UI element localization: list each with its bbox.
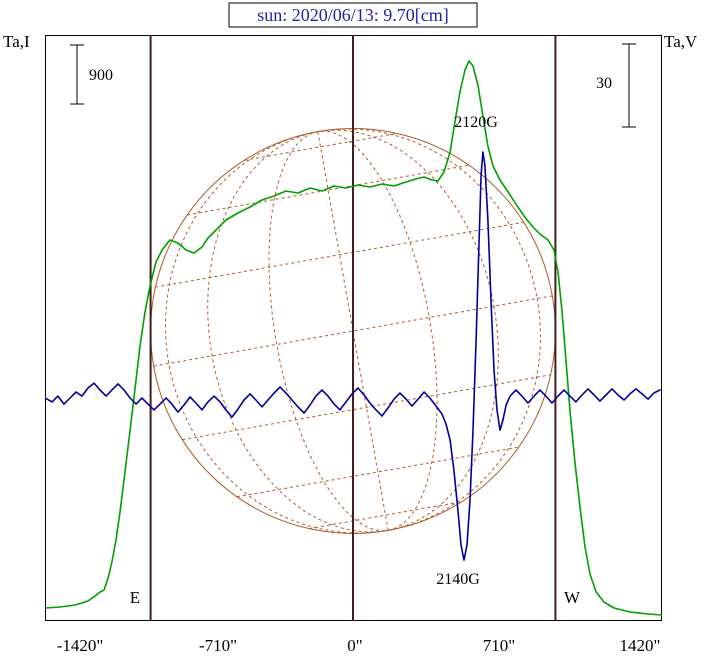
right-axis-title: Ta,V [664, 32, 698, 51]
polarization-scale-label: 30 [596, 75, 612, 92]
left-axis-title: Ta,I [3, 32, 30, 51]
x-tick-1420: 1420" [620, 636, 661, 655]
x-tick-710: 710" [483, 636, 515, 655]
polarization-scale-bar [622, 43, 636, 128]
sun-disk-grid [150, 128, 556, 534]
curves-layer [45, 60, 662, 616]
sun-grid-layer [150, 128, 556, 534]
west-limb-label: W [564, 588, 581, 607]
curve-polarization [45, 151, 661, 561]
annotation-2120G: 2120G [454, 114, 498, 131]
intensity-scale-bar [70, 44, 84, 105]
east-limb-label: E [130, 588, 140, 607]
curve-intensity [45, 60, 662, 616]
x-tick-neg1420: -1420" [57, 636, 104, 655]
chart-title: sun: 2020/06/13: 9.70[cm] [257, 5, 449, 25]
intensity-scale-label: 900 [89, 67, 113, 84]
title-box [228, 2, 478, 28]
x-tick-0: 0" [347, 636, 362, 655]
reference-lines-layer [149, 35, 557, 621]
x-tick-neg710: -710" [199, 636, 237, 655]
annotation-2140G: 2140G [436, 571, 480, 588]
